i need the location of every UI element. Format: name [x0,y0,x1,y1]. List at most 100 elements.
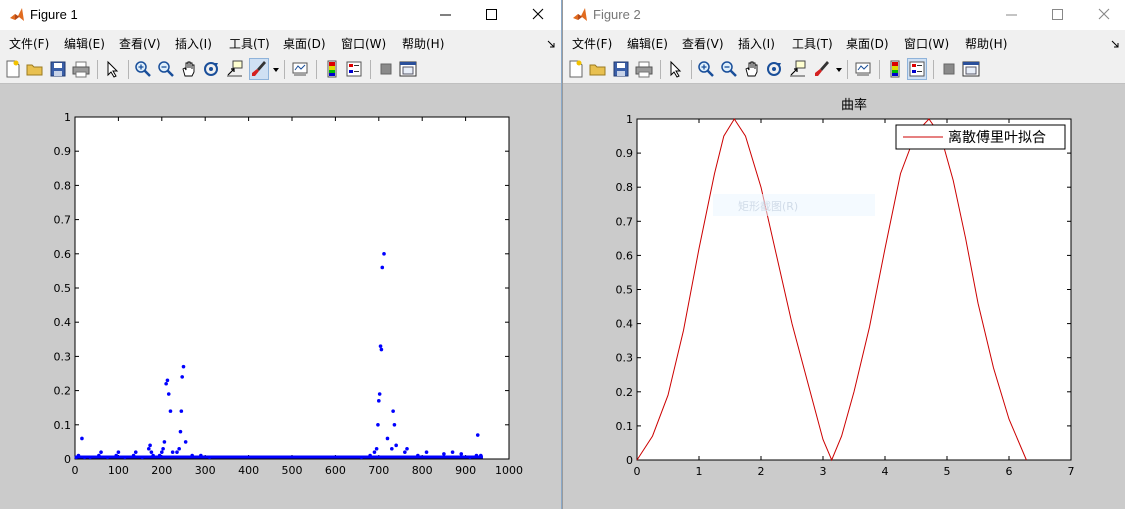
data-point [162,440,167,444]
data-point [105,455,110,460]
data-point [133,450,138,454]
link-plot-icon[interactable] [291,60,309,78]
menu-view[interactable]: 查看(V) [682,37,724,51]
x-tick-label: 500 [282,464,303,477]
data-point [164,381,168,386]
menu-help[interactable]: 帮助(H) [402,37,445,51]
link-plot-icon[interactable] [854,60,872,78]
menu-edit[interactable]: 编辑(E) [64,37,105,51]
hide-plot-tools-icon[interactable] [377,60,395,78]
data-point [459,452,464,456]
save-icon[interactable] [612,60,630,78]
y-tick-label: 0.9 [616,147,634,160]
maximize-button[interactable] [1034,0,1080,30]
zoom-in-icon[interactable] [697,60,715,78]
brush-icon[interactable] [250,60,268,78]
zoom-out-icon[interactable] [720,60,738,78]
x-tick-label: 4 [882,465,889,478]
menu-window[interactable]: 窗口(W) [904,37,950,51]
data-point [379,347,384,352]
data-point [116,450,121,454]
minimize-button[interactable] [422,0,468,30]
legend-icon[interactable] [908,60,926,78]
pan-hand-icon[interactable] [180,60,198,78]
print-icon[interactable] [635,60,653,78]
data-point [392,423,397,427]
x-tick-label: 100 [108,464,129,477]
data-point [374,446,379,451]
zoom-out-icon[interactable] [157,60,175,78]
open-file-icon[interactable] [589,60,607,78]
axes-box [636,118,1072,461]
colorbar-icon[interactable] [886,60,904,78]
new-figure-icon[interactable] [567,60,585,78]
menubar-dock-icon[interactable] [546,39,556,49]
figure1-toolbar [0,56,561,84]
save-icon[interactable] [49,60,67,78]
data-cursor-icon[interactable] [789,60,807,78]
chart-title: 曲率 [841,97,867,113]
data-point [76,453,81,458]
data-point [368,453,372,458]
hide-plot-tools-icon[interactable] [940,60,958,78]
minimize-icon [1006,14,1017,16]
print-icon[interactable] [72,60,90,78]
brush-icon[interactable] [813,60,831,78]
edit-plot-arrow-icon[interactable] [104,60,122,78]
x-tick-label: 7 [1068,465,1075,478]
data-point [179,409,184,413]
show-plot-tools-icon[interactable] [399,60,417,78]
menu-help[interactable]: 帮助(H) [965,37,1008,51]
menu-window[interactable]: 窗口(W) [341,37,387,51]
data-point [160,450,164,454]
menu-tools[interactable]: 工具(T) [229,37,270,51]
brush-dropdown-icon[interactable] [835,67,843,73]
y-tick-label: 0.1 [54,419,72,432]
x-tick-label: 0 [634,465,641,478]
data-point [478,453,483,458]
menu-view[interactable]: 查看(V) [119,37,161,51]
menu-tools[interactable]: 工具(T) [792,37,833,51]
close-button[interactable] [1080,0,1125,30]
maximize-button[interactable] [468,0,514,30]
menu-edit[interactable]: 编辑(E) [627,37,668,51]
show-plot-tools-icon[interactable] [962,60,980,78]
brush-dropdown-icon[interactable] [272,67,280,73]
menu-insert[interactable]: 插入(I) [175,37,212,51]
menu-file[interactable]: 文件(F) [9,37,50,51]
y-tick-label: 1 [64,111,71,124]
edit-plot-arrow-icon[interactable] [667,60,685,78]
menu-desktop[interactable]: 桌面(D) [283,37,326,51]
menu-desktop[interactable]: 桌面(D) [846,37,889,51]
rotate-3d-icon[interactable] [765,60,783,78]
close-icon [532,8,544,20]
data-point [377,392,382,396]
data-point [170,450,175,454]
data-point [382,252,386,256]
zoom-in-icon[interactable] [134,60,152,78]
data-point [199,453,203,458]
data-point [416,453,420,458]
menubar-dock-icon[interactable] [1110,39,1120,49]
data-point [178,429,183,434]
figure1-titlebar[interactable]: Figure 1 [0,0,561,30]
close-icon [1098,8,1110,20]
pan-hand-icon[interactable] [743,60,761,78]
legend-icon[interactable] [345,60,363,78]
data-point [391,409,395,413]
colorbar-icon[interactable] [323,60,341,78]
menu-file[interactable]: 文件(F) [572,37,613,51]
minimize-button[interactable] [988,0,1034,30]
data-cursor-icon[interactable] [226,60,244,78]
rotate-3d-icon[interactable] [202,60,220,78]
close-button[interactable] [514,0,560,30]
figure2-window: Figure 2 文件(F) 编辑(E) 查看(V) 插入(I) 工具(T) 桌… [562,0,1125,509]
y-tick-label: 0.8 [54,179,72,192]
open-file-icon[interactable] [26,60,44,78]
figure2-titlebar[interactable]: Figure 2 [563,0,1125,30]
data-point [146,446,151,451]
new-figure-icon[interactable] [4,60,22,78]
figure2-plot[interactable]: 0 1 2 3 4 5 6 7 0 0.1 0.2 0.3 0.4 0.5 0.6 0.7 0.8 0.9 1 曲率离… [563,83,1125,509]
menu-insert[interactable]: 插入(I) [738,37,775,51]
figure1-plot[interactable]: 0 100 200 300 400 500 600 700 800 900 1000 0 0.1 0.2 0… [0,83,562,509]
